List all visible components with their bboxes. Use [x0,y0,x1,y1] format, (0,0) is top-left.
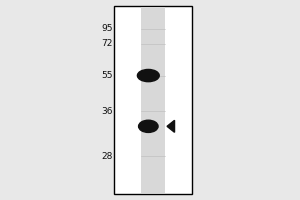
Text: 55: 55 [101,71,112,80]
Text: 95: 95 [101,24,112,33]
Text: 36: 36 [101,107,112,116]
Bar [140,7,166,193]
Bar [114,6,192,194]
Text: 28: 28 [101,152,112,161]
Polygon shape [167,120,175,132]
Ellipse shape [137,69,159,82]
Ellipse shape [139,120,158,132]
Text: 72: 72 [101,39,112,48]
